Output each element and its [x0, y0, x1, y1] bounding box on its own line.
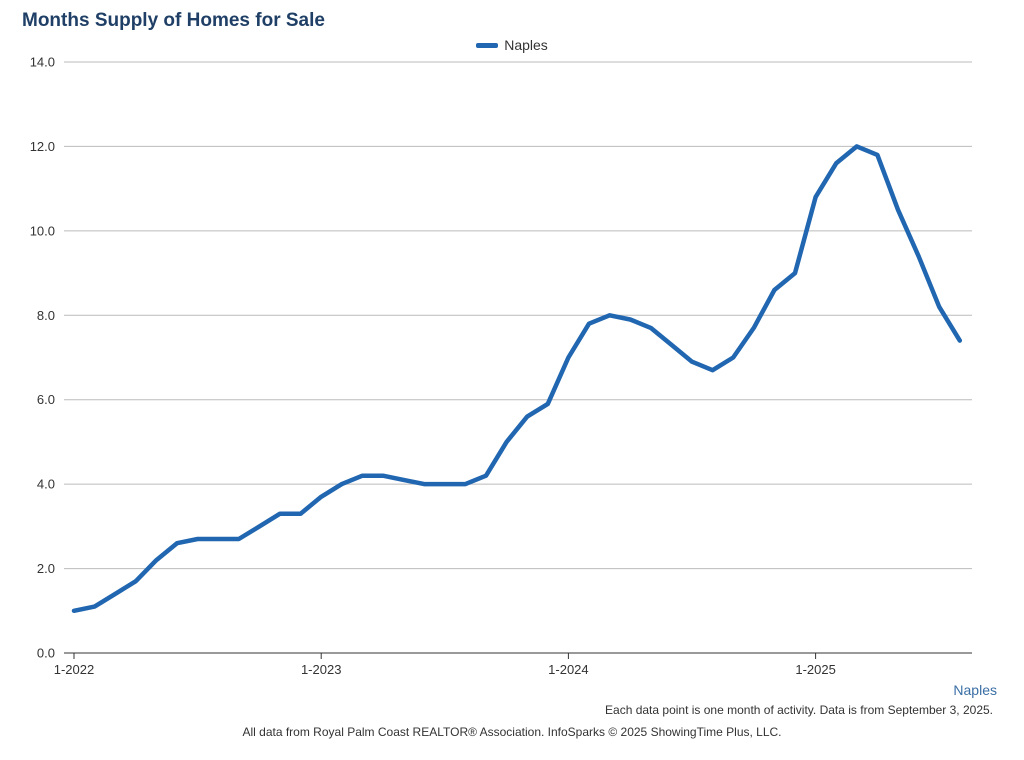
data-point[interactable]: [299, 512, 303, 516]
data-point[interactable]: [566, 356, 570, 360]
data-point[interactable]: [93, 605, 97, 609]
grid-lines: [64, 61, 972, 570]
y-tick-label: 10.0: [30, 223, 55, 238]
data-point[interactable]: [216, 537, 220, 541]
source-credit: All data from Royal Palm Coast REALTOR® …: [242, 725, 782, 739]
data-point[interactable]: [917, 254, 921, 258]
data-point[interactable]: [937, 305, 941, 309]
data-point[interactable]: [134, 579, 138, 583]
x-tick-label: 1-2023: [301, 662, 341, 677]
data-point[interactable]: [340, 482, 344, 486]
data-point[interactable]: [484, 474, 488, 478]
x-tick-label: 1-2024: [548, 662, 588, 677]
legend-label: Naples: [504, 37, 548, 53]
data-point[interactable]: [443, 482, 447, 486]
data-point[interactable]: [175, 541, 179, 545]
series-line-naples[interactable]: [71, 144, 963, 614]
data-point[interactable]: [319, 495, 323, 499]
data-point[interactable]: [958, 339, 962, 343]
data-point[interactable]: [463, 482, 467, 486]
y-tick-label: 2.0: [37, 561, 55, 576]
axes: 0.0 2.0 4.0 6.0 8.0 10.0 12.0 14.0 1-2022 1-2023 1…: [30, 55, 972, 677]
x-tick-label: 1-2025: [795, 662, 835, 677]
data-point[interactable]: [381, 474, 385, 478]
data-point[interactable]: [669, 343, 673, 347]
data-point[interactable]: [855, 144, 859, 148]
data-point[interactable]: [649, 326, 653, 330]
data-point[interactable]: [154, 558, 158, 562]
legend-swatch: [476, 42, 499, 48]
data-point[interactable]: [505, 440, 509, 444]
data-point[interactable]: [72, 609, 76, 613]
data-point[interactable]: [257, 524, 261, 528]
data-point[interactable]: [752, 326, 756, 330]
data-point[interactable]: [731, 356, 735, 360]
data-point[interactable]: [587, 322, 591, 326]
data-point[interactable]: [525, 415, 529, 419]
series-tag: Naples: [953, 682, 997, 698]
x-tick-label: 1-2022: [54, 662, 94, 677]
y-tick-label: 8.0: [37, 308, 55, 323]
y-tick-label: 14.0: [30, 55, 55, 70]
legend-item-naples[interactable]: Naples: [476, 37, 548, 53]
data-point[interactable]: [875, 153, 879, 157]
data-point[interactable]: [422, 482, 426, 486]
data-point[interactable]: [237, 537, 241, 541]
data-point[interactable]: [608, 313, 612, 317]
data-point[interactable]: [690, 360, 694, 364]
y-tick-label: 0.0: [37, 646, 55, 661]
y-tick-label: 4.0: [37, 477, 55, 492]
data-point[interactable]: [113, 592, 117, 596]
data-point[interactable]: [834, 161, 838, 165]
data-point[interactable]: [278, 512, 282, 516]
data-point[interactable]: [814, 195, 818, 199]
y-tick-label: 6.0: [37, 392, 55, 407]
data-point[interactable]: [402, 478, 406, 482]
data-point[interactable]: [793, 271, 797, 275]
data-point[interactable]: [896, 208, 900, 212]
data-point[interactable]: [546, 402, 550, 406]
data-point[interactable]: [711, 368, 715, 372]
y-tick-label: 12.0: [30, 139, 55, 154]
data-point[interactable]: [628, 318, 632, 322]
data-point[interactable]: [196, 537, 200, 541]
data-point[interactable]: [772, 288, 776, 292]
legend: Naples: [0, 37, 1024, 53]
footnote: Each data point is one month of activity…: [605, 703, 993, 717]
data-point[interactable]: [360, 474, 364, 478]
chart-title: Months Supply of Homes for Sale: [22, 10, 325, 31]
series-layer: [71, 144, 963, 614]
